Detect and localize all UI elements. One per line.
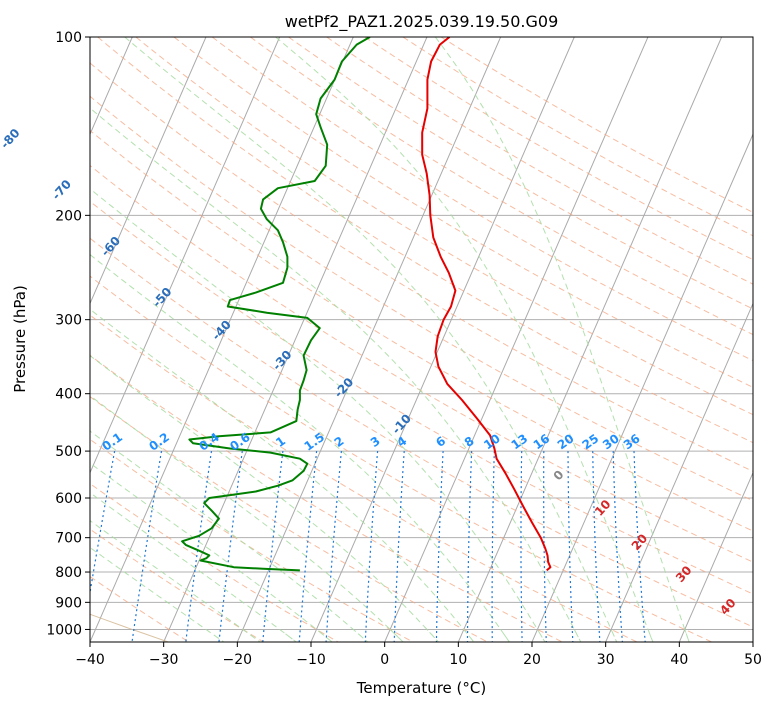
dry-adiabat-line [90,354,563,642]
y-tick-label: 700 [55,531,82,547]
isotherm-line [457,37,723,642]
background-grid [0,37,753,642]
moist-adiabat-line [275,37,654,642]
plot-background [90,37,753,642]
y-tick-label: 500 [55,444,82,460]
dry-adiabat-line [90,62,753,472]
profile-series [181,37,552,572]
dry-adiabat-line [90,314,638,642]
moist-adiabat-line [90,188,546,642]
moist-adiabat-line [90,492,298,642]
x-tick-label: 50 [744,652,762,668]
dry-adiabat-line [402,37,753,237]
y-tick-label: 200 [55,208,82,224]
moist-adiabat-line [90,462,333,642]
y-tick-label: 600 [55,491,82,507]
isotherm-line [605,302,753,642]
x-tick-label: 0 [380,652,389,668]
x-axis-label: Temperature (°C) [356,679,486,697]
dry-adiabat-line [90,200,753,595]
y-tick-label: 400 [55,387,82,403]
isotherm-line [531,132,753,642]
isotherm-line [90,37,281,474]
moist-adiabat-line [90,308,475,642]
dry-adiabat-line [90,237,753,628]
moist-adiabat-line [90,520,261,642]
y-axis-label: Pressure (hPa) [11,285,29,393]
x-tick-label: 30 [597,652,615,668]
x-tick-label: −30 [149,652,179,668]
dry-adiabat-line [97,37,753,444]
isotherm-line [752,640,753,642]
isotherm-line [90,37,354,642]
dry-adiabat-line [173,37,753,388]
axis-ticks: −40 −30 −20 −10 0 10 20 30 40 50 100 200 300 400 500 60… [46,30,762,668]
x-tick-label: −20 [223,652,253,668]
x-tick-label: −10 [296,652,326,668]
y-tick-label: 100 [55,30,82,46]
y-tick-label: 1000 [46,622,82,638]
temperature-profile-line [421,37,552,572]
isotherm-line [384,37,649,642]
plot-frame [89,36,754,643]
dry-adiabat-line [90,129,753,532]
dry-adiabat-line [211,37,753,362]
isotherm-line [0,37,59,642]
y-tick-label: 800 [55,565,82,581]
dry-adiabat-line [288,37,753,310]
dry-adiabat-line [90,275,712,642]
x-tick-label: −40 [75,652,105,668]
y-tick-label: 300 [55,313,82,329]
x-tick-label: 10 [449,652,467,668]
dry-adiabat-line [90,164,753,563]
dewpoint-profile-line [181,37,371,572]
x-tick-label: 20 [523,652,541,668]
dry-adiabat-line [364,37,753,261]
y-tick-label: 900 [55,595,82,611]
isotherm-label: -70 [49,177,74,202]
x-tick-label: 40 [670,652,688,668]
isotherm-line [310,37,575,642]
moist-adiabat-line [434,37,690,642]
isotherm-line [678,471,753,642]
isotherm-line [236,37,502,642]
moist-adiabat-line [90,394,404,642]
moist-adiabat-line [90,253,510,642]
isotherm-label: -80 [0,126,23,151]
isotherm-line [90,37,207,305]
isotherm-line [163,37,428,642]
chart-title: wetPf2_PAZ1.2025.039.19.50.G09 [285,12,559,32]
